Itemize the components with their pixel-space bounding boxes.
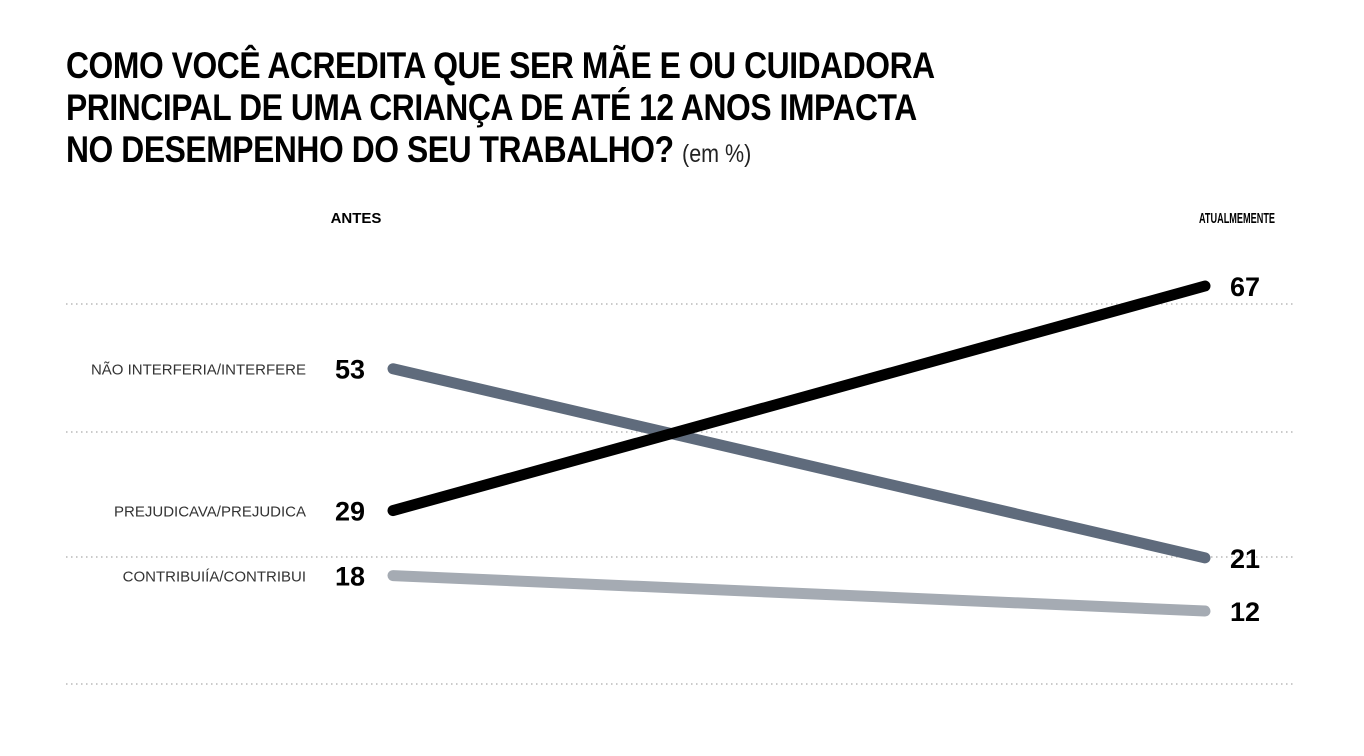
title-line-1: COMO VOCÊ ACREDITA QUE SER MÃE E OU CUID…	[66, 45, 935, 86]
series-label-3: CONTRIBUIÍA/CONTRIBUI	[123, 569, 306, 586]
value-before-1: 53	[335, 355, 365, 385]
series-labels: NÃO INTERFERIA/INTERFERE 53 21 PREJUDICAVA/…	[91, 272, 1260, 627]
title-line-3: NO DESEMPENHO DO SEU TRABALHO? (em %)	[66, 129, 978, 175]
series-line-1	[387, 363, 1211, 564]
series-line-3	[387, 570, 1211, 617]
series-label-2: PREJUDICAVA/PREJUDICA	[114, 504, 306, 521]
x-label-before: ANTES	[331, 210, 382, 227]
title-line-2: PRINCIPAL DE UMA CRIANÇA DE ATÉ 12 ANOS …	[66, 87, 917, 128]
title-unit: (em %)	[682, 140, 752, 168]
chart-title: COMO VOCÊ ACREDITA QUE SER MÃE E OU CUID…	[66, 45, 978, 175]
series-lines	[387, 280, 1211, 617]
value-before-3: 18	[335, 562, 365, 592]
value-now-2: 67	[1230, 272, 1260, 302]
x-label-now: ATUALMEMENTE	[1199, 210, 1275, 227]
value-now-1: 21	[1230, 544, 1260, 574]
series-line-2	[387, 280, 1211, 517]
title-line-3-text: NO DESEMPENHO DO SEU TRABALHO?	[66, 129, 674, 170]
value-now-3: 12	[1230, 597, 1260, 627]
series-label-1: NÃO INTERFERIA/INTERFERE	[91, 362, 306, 379]
value-before-2: 29	[335, 497, 365, 527]
